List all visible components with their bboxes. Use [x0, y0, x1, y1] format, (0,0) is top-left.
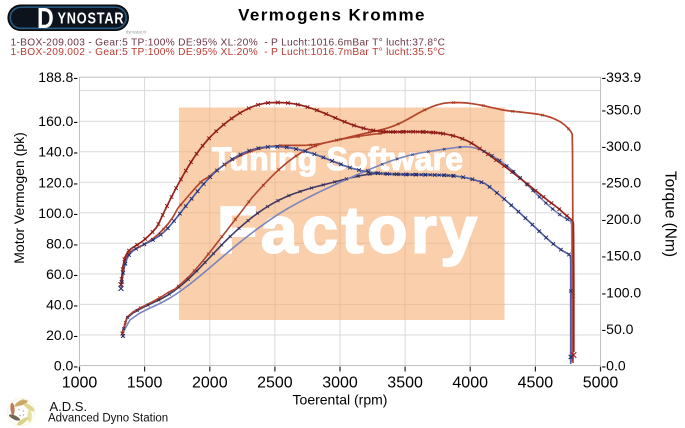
svg-text:1000: 1000	[62, 375, 98, 392]
svg-text:-0.0: -0.0	[602, 358, 626, 374]
svg-text:1500: 1500	[127, 375, 163, 392]
svg-text:0.0-: 0.0-	[54, 358, 78, 374]
svg-text:1-BOX-209.002 - Gear:5 TP:100%: 1-BOX-209.002 - Gear:5 TP:100% DE:95% XL…	[11, 47, 446, 58]
svg-text:A.D.S.: A.D.S.	[50, 399, 88, 414]
svg-text:Vermogens Kromme: Vermogens Kromme	[238, 5, 426, 24]
svg-text:-200.0: -200.0	[602, 211, 642, 227]
svg-text:3500: 3500	[387, 375, 423, 392]
svg-text:140.0-: 140.0-	[38, 144, 78, 160]
svg-text:120.0-: 120.0-	[38, 174, 78, 190]
svg-text:60.0-: 60.0-	[46, 266, 78, 282]
svg-text:40.0-: 40.0-	[46, 296, 78, 312]
svg-text:Torque (Nm): Torque (Nm)	[662, 171, 679, 257]
svg-text:Advanced Dyno Station: Advanced Dyno Station	[48, 413, 168, 425]
svg-text:dynostar.nl: dynostar.nl	[126, 30, 146, 35]
svg-text:100.0-: 100.0-	[38, 205, 78, 221]
svg-text:Tuning Software: Tuning Software	[212, 141, 463, 177]
svg-text:160.0-: 160.0-	[38, 113, 78, 129]
svg-text:-150.0: -150.0	[602, 248, 642, 264]
svg-text:4000: 4000	[452, 375, 488, 392]
svg-text:D: D	[37, 2, 54, 35]
svg-text:-393.9: -393.9	[602, 69, 642, 85]
svg-text:80.0-: 80.0-	[46, 235, 78, 251]
svg-text:-250.0: -250.0	[602, 175, 642, 191]
svg-text:2000: 2000	[192, 375, 228, 392]
svg-text:Motor Vermogen (pk): Motor Vermogen (pk)	[11, 132, 27, 264]
svg-text:-300.0: -300.0	[602, 138, 642, 154]
svg-text:-50.0: -50.0	[602, 321, 634, 337]
svg-text:5000: 5000	[583, 375, 619, 392]
svg-text:Factory: Factory	[217, 193, 481, 267]
svg-text:188.8-: 188.8-	[38, 69, 78, 85]
svg-text:Toerental (rpm): Toerental (rpm)	[293, 392, 388, 408]
svg-text:1-BOX-209.003 - Gear:5 TP:100%: 1-BOX-209.003 - Gear:5 TP:100% DE:95% XL…	[11, 37, 446, 48]
svg-text:2500: 2500	[257, 375, 293, 392]
svg-text:4500: 4500	[518, 375, 554, 392]
svg-text:-100.0: -100.0	[602, 284, 642, 300]
svg-text:20.0-: 20.0-	[46, 327, 78, 343]
svg-text:YNOSTAR: YNOSTAR	[58, 10, 125, 27]
svg-text:3000: 3000	[322, 375, 358, 392]
svg-text:-350.0: -350.0	[602, 101, 642, 117]
